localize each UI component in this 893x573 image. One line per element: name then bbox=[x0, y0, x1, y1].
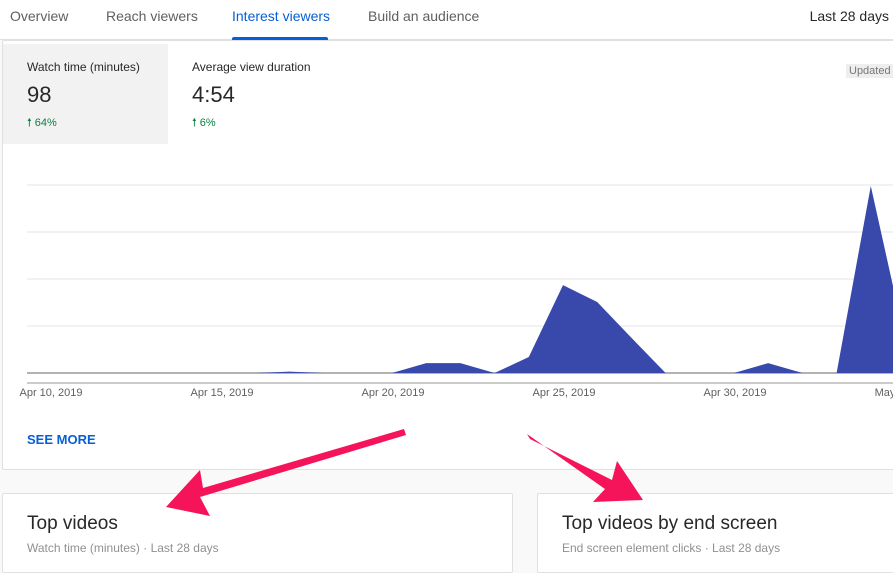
metric-watch-time[interactable]: Watch time (minutes) 98 🠕 64% bbox=[3, 44, 168, 144]
metric-delta: 6% bbox=[199, 117, 216, 129]
tab-interest-viewers[interactable]: Interest viewers bbox=[232, 8, 331, 24]
card-subtitle: End screen element clicks · Last 28 days bbox=[562, 541, 781, 555]
metric-delta: 64% bbox=[34, 117, 57, 129]
arrow-up-icon: 🠕 bbox=[192, 117, 197, 129]
metric-label: Watch time (minutes) bbox=[27, 60, 140, 74]
x-tick-label: Apr 15, 2019 bbox=[190, 387, 254, 399]
x-tick-label: Apr 30, 2019 bbox=[703, 387, 767, 399]
card-title: Top videos bbox=[27, 513, 118, 534]
see-more-link[interactable]: SEE MORE bbox=[27, 432, 96, 447]
x-tick-label: Apr 20, 2019 bbox=[361, 387, 425, 399]
watch-time-chart bbox=[27, 184, 893, 384]
tab-bar: Overview Reach viewers Interest viewers … bbox=[0, 0, 893, 40]
metric-value: 98 bbox=[27, 82, 52, 107]
metric-avg-view-duration[interactable]: Average view duration 4:54 🠕 6% bbox=[168, 44, 368, 144]
x-tick-label: Apr 25, 2019 bbox=[532, 387, 596, 399]
date-range-selector[interactable]: Last 28 days bbox=[809, 8, 889, 24]
metric-label: Average view duration bbox=[192, 60, 311, 74]
card-subtitle: Watch time (minutes) · Last 28 days bbox=[27, 541, 219, 555]
card-title: Top videos by end screen bbox=[562, 513, 778, 534]
metric-value: 4:54 bbox=[192, 82, 235, 107]
x-tick-label: Apr 10, 2019 bbox=[19, 387, 83, 399]
updated-badge: Updated bbox=[846, 64, 893, 78]
x-tick-label: May bbox=[874, 387, 893, 399]
tab-overview[interactable]: Overview bbox=[10, 8, 69, 24]
active-tab-indicator bbox=[232, 37, 328, 40]
tab-reach-viewers[interactable]: Reach viewers bbox=[106, 8, 198, 24]
arrow-up-icon: 🠕 bbox=[27, 117, 32, 129]
tab-build-audience[interactable]: Build an audience bbox=[368, 8, 480, 24]
